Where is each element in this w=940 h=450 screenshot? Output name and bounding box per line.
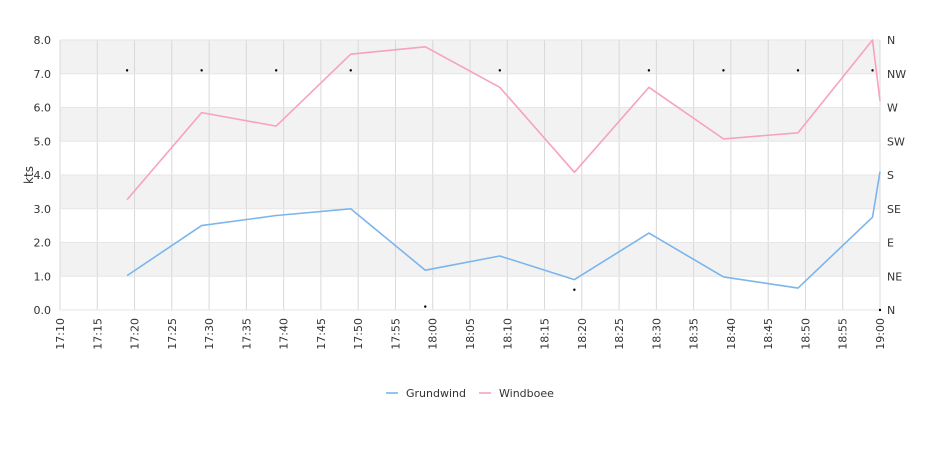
- direction-tick-label: S: [887, 169, 894, 182]
- direction-tick-label: SW: [887, 135, 905, 148]
- y-tick-label: 4.0: [34, 169, 52, 182]
- x-tick-label: 18:35: [688, 318, 701, 350]
- direction-markers: [125, 69, 882, 312]
- x-tick-label: 18:05: [464, 318, 477, 350]
- series-line-windboee: [126, 39, 881, 201]
- x-tick-label: 17:50: [352, 318, 365, 350]
- x-tick-label: 18:10: [501, 318, 514, 350]
- series-line-grundwind: [126, 171, 881, 289]
- x-tick-label: 17:25: [166, 318, 179, 350]
- direction-point: [647, 69, 651, 72]
- y-tick-label: 1.0: [34, 270, 52, 283]
- x-tick-label: 18:25: [613, 318, 626, 350]
- direction-tick-label: NW: [887, 68, 906, 81]
- y-tick-label: 5.0: [34, 135, 52, 148]
- x-tick-label: 18:40: [725, 318, 738, 350]
- direction-tick-label: N: [887, 304, 895, 317]
- direction-tick-label: SE: [887, 203, 901, 216]
- direction-point: [125, 69, 129, 72]
- series-lines: [126, 39, 881, 289]
- x-tick-label: 18:00: [427, 318, 440, 350]
- x-tick-label: 17:20: [129, 318, 142, 350]
- x-tick-label: 18:45: [762, 318, 775, 350]
- y-tick-label: 7.0: [34, 68, 52, 81]
- y-tick-label: 8.0: [34, 34, 52, 47]
- direction-point: [878, 308, 882, 312]
- direction-tick-label: E: [887, 237, 894, 250]
- direction-point: [871, 69, 874, 72]
- x-tick-label: 18:55: [837, 318, 850, 350]
- direction-tick-label: NE: [887, 270, 902, 283]
- x-tick-label: 17:30: [203, 318, 216, 350]
- right-axis-tick-labels: N NE E SE S SW W NW N: [887, 34, 906, 317]
- x-tick-label: 17:10: [54, 318, 67, 350]
- x-tick-label: 17:15: [91, 318, 104, 350]
- x-tick-label: 18:50: [799, 318, 812, 350]
- x-tick-label: 17:35: [240, 318, 253, 350]
- legend-label: Grundwind: [406, 387, 466, 400]
- direction-point: [349, 69, 352, 72]
- y-tick-label: 6.0: [34, 102, 52, 115]
- direction-point: [498, 69, 502, 72]
- legend-label: Windboee: [499, 387, 554, 400]
- x-tick-label: 18:30: [650, 318, 663, 350]
- x-tick-label: 17:55: [389, 318, 402, 350]
- x-tick-label: 17:45: [315, 318, 328, 350]
- direction-point: [274, 69, 278, 72]
- direction-point: [796, 69, 800, 72]
- direction-tick-label: W: [887, 102, 898, 115]
- y-axis-tick-labels: 0.0 1.0 2.0 3.0 4.0 5.0 6.0 7.0 8.0: [34, 34, 52, 317]
- direction-tick-label: N: [887, 34, 895, 47]
- x-tick-label: 18:20: [576, 318, 589, 350]
- legend-item-windboee[interactable]: Windboee: [479, 387, 554, 400]
- x-tick-label: 19:00: [874, 318, 887, 350]
- x-tick-label: 17:40: [278, 318, 291, 350]
- direction-point: [573, 288, 576, 291]
- direction-point: [424, 305, 427, 308]
- y-tick-label: 2.0: [34, 237, 52, 250]
- horizontal-gridlines: [60, 39, 880, 311]
- legend-item-grundwind[interactable]: Grundwind: [386, 387, 466, 400]
- y-axis-title: kts: [22, 166, 36, 184]
- direction-point: [200, 69, 203, 72]
- x-axis-tick-labels: 17:10 17:15 17:20 17:25 17:30 17:35 17:40 17:45…: [54, 318, 887, 350]
- y-tick-label: 0.0: [34, 304, 52, 317]
- y-tick-label: 3.0: [34, 203, 52, 216]
- legend[interactable]: Grundwind Windboee: [386, 387, 554, 400]
- x-tick-label: 18:15: [539, 318, 552, 350]
- direction-point: [722, 69, 725, 72]
